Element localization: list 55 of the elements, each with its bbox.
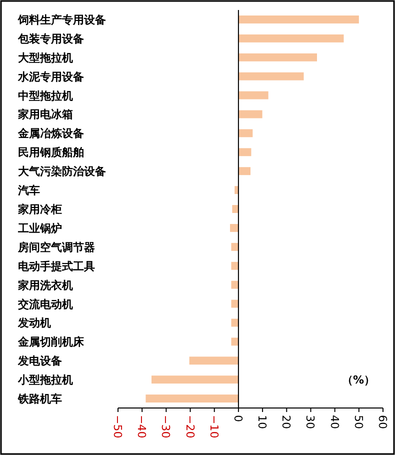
y-tick-label: 房间空气调节器 xyxy=(17,240,95,254)
bar xyxy=(238,34,344,42)
x-tick-label: −10 xyxy=(207,415,220,438)
y-tick-label: 金属冶炼设备 xyxy=(17,127,84,140)
bar xyxy=(231,242,238,251)
x-tick-label: 10 xyxy=(256,415,269,429)
y-tick-label: 大气污染防治设备 xyxy=(18,165,106,178)
x-tick-label: 40 xyxy=(328,415,341,429)
bar xyxy=(238,129,253,138)
y-tick-label: 发动机 xyxy=(17,316,51,330)
y-tick-label: 民用钢质船舶 xyxy=(18,146,84,160)
y-tick-label: 电动手提式工具 xyxy=(18,260,95,273)
y-tick-label: 家用冷柜 xyxy=(17,203,62,216)
y-tick-label: 包装专用设备 xyxy=(17,32,84,46)
x-tick-label: 0 xyxy=(231,415,244,422)
bar xyxy=(231,318,238,327)
annotation: （%） xyxy=(342,374,375,387)
y-tick-label: 交流电动机 xyxy=(17,298,73,311)
bar xyxy=(231,262,238,270)
y-tick-label: 发电设备 xyxy=(17,354,62,368)
y-tick-label: 家用洗衣机 xyxy=(17,278,73,292)
x-tick-label: 60 xyxy=(376,415,389,429)
bar xyxy=(230,224,238,232)
y-tick-label: 大型拖拉机 xyxy=(18,51,73,64)
bar xyxy=(238,53,317,62)
y-tick-label: 水泥专用设备 xyxy=(17,70,84,84)
bar xyxy=(238,15,359,24)
bar xyxy=(231,338,238,346)
y-tick-label: 汽车 xyxy=(17,184,40,198)
x-tick-label: 30 xyxy=(304,415,317,429)
bar xyxy=(238,72,304,80)
x-tick-label: −50 xyxy=(111,415,124,438)
y-tick-label: 铁路机车 xyxy=(17,392,62,406)
x-tick-label: −20 xyxy=(183,415,196,438)
y-tick-label: 饲料生产专用设备 xyxy=(17,13,106,26)
bar xyxy=(238,91,268,100)
bar xyxy=(189,356,238,365)
bar xyxy=(238,148,252,156)
y-tick-label: 工业锅炉 xyxy=(17,222,62,235)
x-tick-label: −40 xyxy=(135,415,148,438)
y-tick-label: 小型拖拉机 xyxy=(17,374,73,387)
bar xyxy=(231,280,238,289)
bar xyxy=(146,394,238,403)
bar xyxy=(231,300,238,308)
x-tick-label: −30 xyxy=(159,415,172,438)
y-tick-label: 中型拖拉机 xyxy=(18,89,73,102)
bar xyxy=(238,110,262,118)
bar xyxy=(234,186,238,194)
x-tick-label: 20 xyxy=(280,415,293,429)
x-tick-label: 50 xyxy=(352,415,365,429)
y-tick-label: 家用电冰箱 xyxy=(17,108,73,122)
bar xyxy=(232,205,238,213)
bar xyxy=(151,376,238,384)
y-tick-label: 金属切削机床 xyxy=(17,336,85,349)
bar xyxy=(238,167,250,176)
